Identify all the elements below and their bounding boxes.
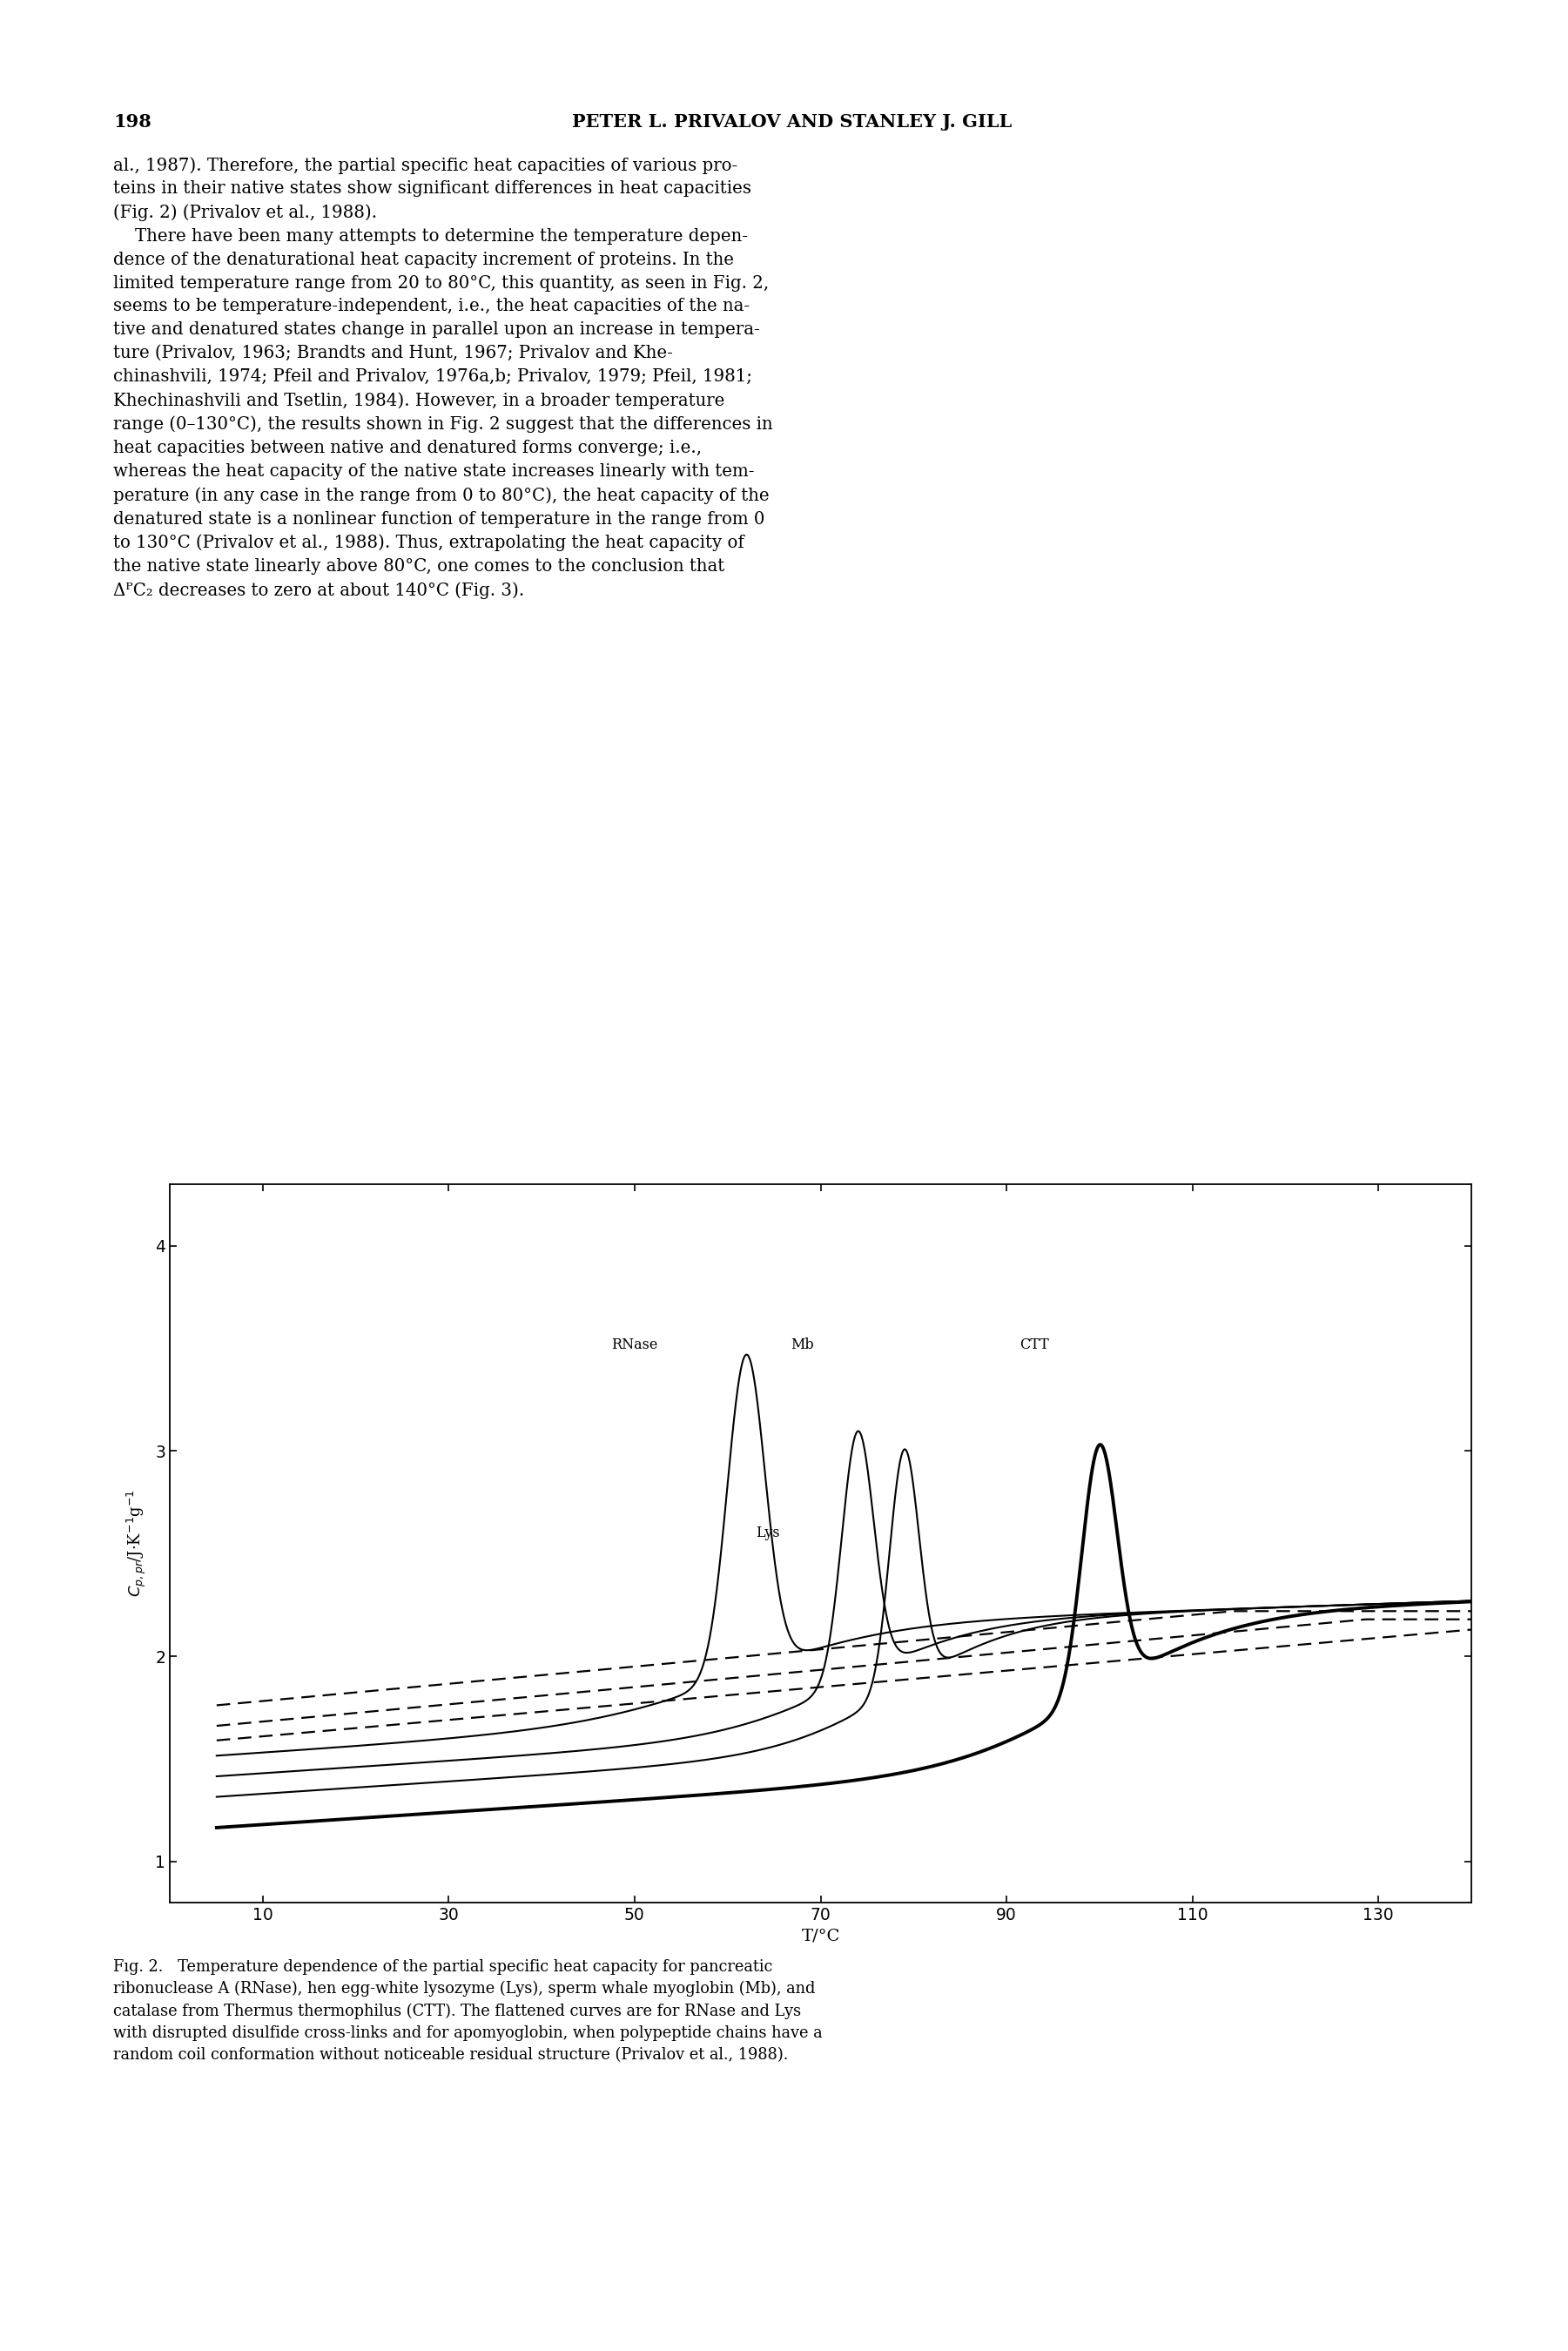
Text: Mb: Mb bbox=[790, 1338, 814, 1352]
Text: al., 1987). Therefore, the partial specific heat capacities of various pro-
tein: al., 1987). Therefore, the partial speci… bbox=[113, 158, 773, 600]
Y-axis label: $\it{C}$$_{p,pr}$/J·K$^{-1}$g$^{-1}$: $\it{C}$$_{p,pr}$/J·K$^{-1}$g$^{-1}$ bbox=[125, 1491, 147, 1596]
Text: CTT: CTT bbox=[1019, 1338, 1049, 1352]
Text: RNase: RNase bbox=[612, 1338, 659, 1352]
Text: 198: 198 bbox=[113, 113, 151, 132]
Text: Lys: Lys bbox=[756, 1526, 779, 1540]
Text: Fıg. 2.   Temperature dependence of the partial specific heat capacity for pancr: Fıg. 2. Temperature dependence of the pa… bbox=[113, 1958, 823, 2062]
X-axis label: T/°C: T/°C bbox=[801, 1928, 840, 1944]
Text: PETER L. PRIVALOV AND STANLEY J. GILL: PETER L. PRIVALOV AND STANLEY J. GILL bbox=[572, 113, 1013, 132]
